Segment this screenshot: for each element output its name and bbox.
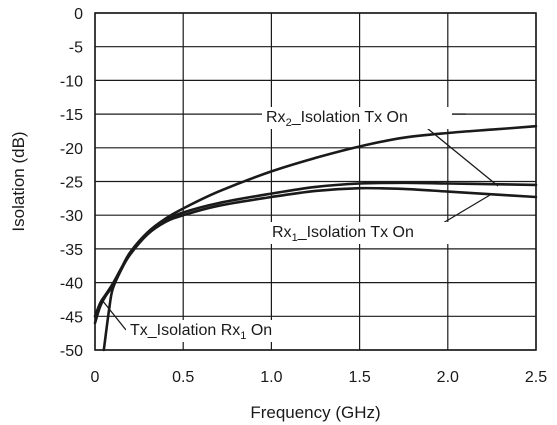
y-tick-label: -35 (60, 242, 83, 259)
plot-frame (94, 12, 537, 351)
x-tick-label: 0.5 (172, 369, 194, 386)
series-line-tx-isolation (93, 181, 538, 318)
annotation-rx1-leader (437, 194, 491, 227)
y-tick-label: -10 (60, 73, 83, 90)
label-main-text: Tx_Isolation Rx (130, 322, 240, 339)
annotation-tx-background (126, 320, 286, 342)
annotation-rx2-background (262, 107, 452, 129)
label-subscript: 1 (240, 330, 246, 342)
grid-lines (94, 12, 537, 351)
y-tick-label: -20 (60, 141, 83, 158)
annotation-rx2-label: Rx2_Isolation Tx On (266, 109, 408, 129)
y-axis-title: Isolation (dB) (9, 131, 28, 231)
y-tick-label: 0 (74, 6, 83, 23)
label-subscript: 1 (292, 232, 298, 244)
annotation-rx1-background (268, 222, 456, 244)
label-rest-text: On (246, 322, 272, 339)
tick-labels: 0 0.5 1.0 1.5 2.0 2.5 0 -5 -10 -15 -20 -25 -30 -35 -40… (60, 6, 547, 386)
y-tick-label: -25 (60, 175, 83, 192)
y-tick-label: -30 (60, 208, 83, 225)
series-line-rx1-isolation (93, 186, 538, 325)
label-rest-text: _Isolation Tx On (291, 109, 408, 126)
y-tick-label: -5 (69, 40, 83, 57)
label-main-text: Rx (266, 109, 286, 126)
y-tick-label: -45 (60, 309, 83, 326)
x-tick-label: 2.0 (437, 369, 459, 386)
x-tick-label: 1.0 (260, 369, 282, 386)
label-main-text: Rx (272, 224, 292, 241)
y-tick-label: -15 (60, 107, 83, 124)
y-tick-label: -50 (60, 343, 83, 360)
label-subscript: 2 (286, 117, 292, 129)
x-tick-label: 2.5 (525, 369, 547, 386)
y-tick-label: -40 (60, 276, 83, 293)
x-axis-title: Frequency (GHz) (250, 403, 380, 422)
annotation-tx-leader (101, 299, 127, 331)
x-tick-label: 0 (91, 369, 100, 386)
series-curves (93, 124, 538, 352)
annotation-tx-label: Tx_Isolation Rx1 On (130, 322, 272, 342)
x-tick-label: 1.5 (348, 369, 370, 386)
annotation-rx2-leader-extra (421, 123, 499, 187)
annotation-rx1-label: Rx1_Isolation Tx On (272, 224, 414, 244)
label-rest-text: _Isolation Tx On (297, 224, 414, 241)
